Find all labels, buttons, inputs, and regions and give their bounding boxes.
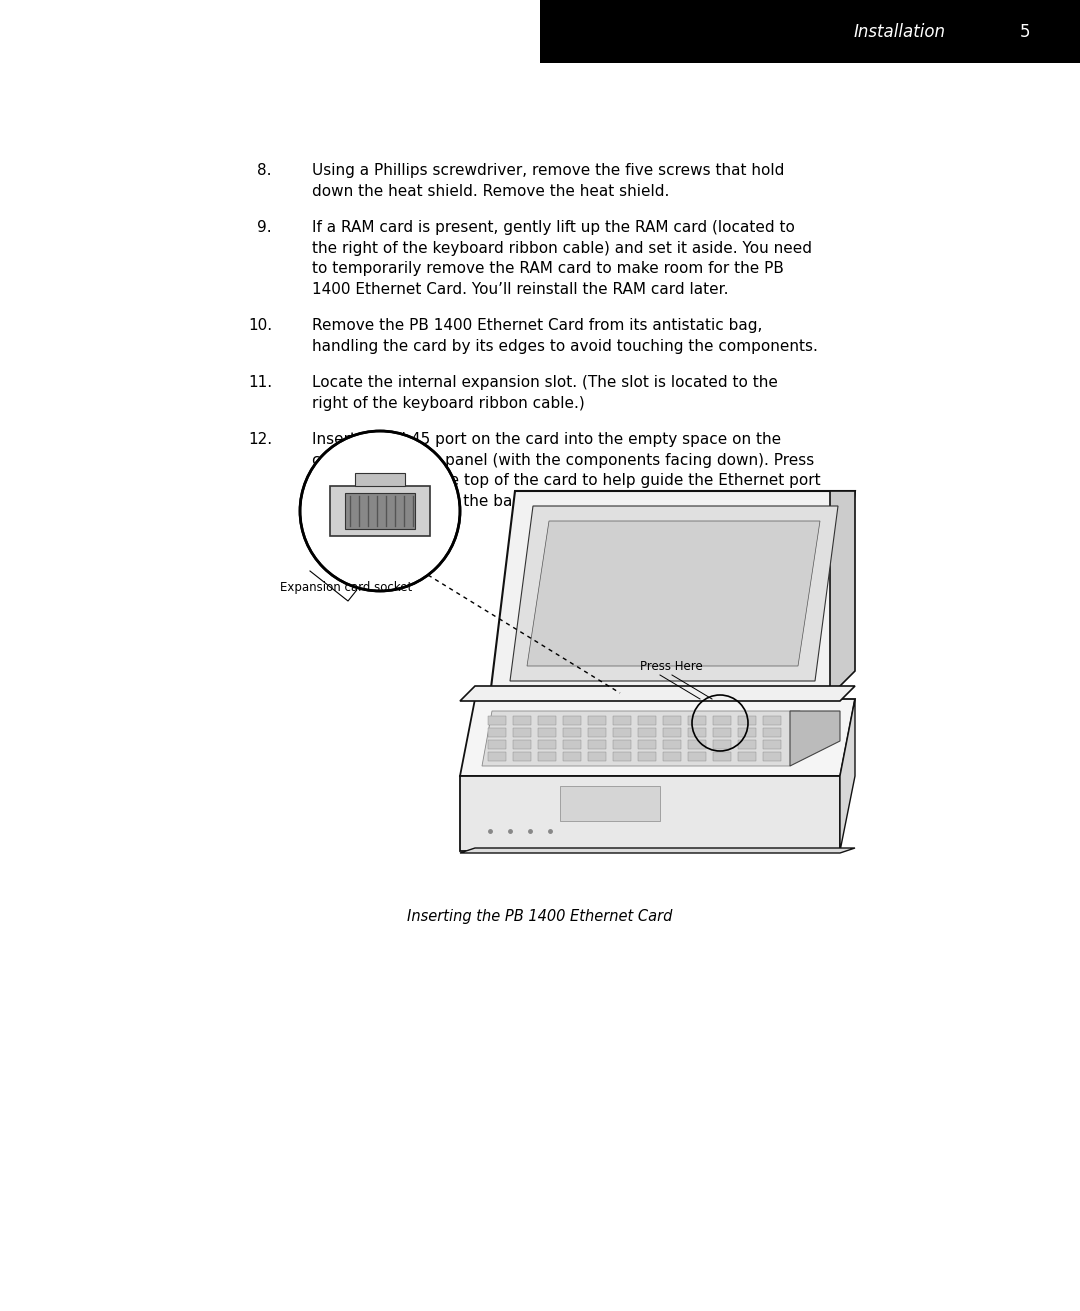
Text: 10.: 10. xyxy=(248,319,272,333)
Bar xyxy=(588,716,606,725)
Bar xyxy=(713,739,731,749)
Bar xyxy=(538,739,556,749)
Bar xyxy=(762,753,781,760)
Bar xyxy=(663,753,681,760)
Bar xyxy=(538,728,556,737)
Bar xyxy=(588,739,606,749)
Polygon shape xyxy=(330,486,430,536)
Text: through the hole in the back panel. Do not seat the PB 1400: through the hole in the back panel. Do n… xyxy=(312,493,773,509)
Text: computer’s back panel (with the components facing down). Press: computer’s back panel (with the componen… xyxy=(312,452,814,468)
Polygon shape xyxy=(831,492,855,696)
Text: Ethernet Card yet.: Ethernet Card yet. xyxy=(312,514,453,530)
Text: 12.: 12. xyxy=(248,433,272,447)
Bar xyxy=(713,728,731,737)
Bar xyxy=(538,716,556,725)
Text: Inserting the PB 1400 Ethernet Card: Inserting the PB 1400 Ethernet Card xyxy=(407,909,673,923)
Bar xyxy=(513,753,531,760)
Circle shape xyxy=(300,431,460,591)
Text: 11.: 11. xyxy=(248,375,272,389)
Bar xyxy=(762,728,781,737)
Text: 1400 Ethernet Card. You’ll reinstall the RAM card later.: 1400 Ethernet Card. You’ll reinstall the… xyxy=(312,282,729,296)
Polygon shape xyxy=(355,473,405,486)
Text: Press Here: Press Here xyxy=(640,659,703,673)
Bar xyxy=(762,716,781,725)
Bar xyxy=(713,753,731,760)
Bar xyxy=(613,753,631,760)
Text: handling the card by its edges to avoid touching the components.: handling the card by its edges to avoid … xyxy=(312,338,818,354)
Text: down the heat shield. Remove the heat shield.: down the heat shield. Remove the heat sh… xyxy=(312,184,670,198)
Text: Locate the internal expansion slot. (The slot is located to the: Locate the internal expansion slot. (The… xyxy=(312,375,778,389)
Bar xyxy=(663,716,681,725)
Polygon shape xyxy=(345,493,415,530)
Bar xyxy=(513,739,531,749)
Bar xyxy=(663,728,681,737)
Text: Remove the PB 1400 Ethernet Card from its antistatic bag,: Remove the PB 1400 Ethernet Card from it… xyxy=(312,319,762,333)
Text: If a RAM card is present, gently lift up the RAM card (located to: If a RAM card is present, gently lift up… xyxy=(312,220,795,235)
Bar xyxy=(588,728,606,737)
Text: Expansion card socket: Expansion card socket xyxy=(280,581,413,594)
Polygon shape xyxy=(482,711,800,766)
Bar xyxy=(488,753,507,760)
Bar xyxy=(561,787,660,821)
Bar xyxy=(563,739,581,749)
Polygon shape xyxy=(840,699,855,851)
Bar xyxy=(638,716,656,725)
Text: Using a Phillips screwdriver, remove the five screws that hold: Using a Phillips screwdriver, remove the… xyxy=(312,163,784,178)
Text: Insert the RJ-45 port on the card into the empty space on the: Insert the RJ-45 port on the card into t… xyxy=(312,433,781,447)
Text: down lightly on the top of the card to help guide the Ethernet port: down lightly on the top of the card to h… xyxy=(312,473,821,488)
Polygon shape xyxy=(490,492,855,696)
Bar xyxy=(738,728,756,737)
Bar xyxy=(563,716,581,725)
Bar xyxy=(663,739,681,749)
Text: to temporarily remove the RAM card to make room for the PB: to temporarily remove the RAM card to ma… xyxy=(312,261,784,277)
Bar xyxy=(738,716,756,725)
Bar xyxy=(762,739,781,749)
Bar xyxy=(488,739,507,749)
Bar xyxy=(538,753,556,760)
Bar xyxy=(613,739,631,749)
Polygon shape xyxy=(460,686,855,701)
Polygon shape xyxy=(460,699,855,776)
Bar xyxy=(513,728,531,737)
Bar xyxy=(688,739,706,749)
Bar xyxy=(613,716,631,725)
Polygon shape xyxy=(510,506,838,680)
Text: 8.: 8. xyxy=(257,163,272,178)
Text: right of the keyboard ribbon cable.): right of the keyboard ribbon cable.) xyxy=(312,396,584,410)
Bar xyxy=(738,753,756,760)
Polygon shape xyxy=(460,848,855,853)
Text: the right of the keyboard ribbon cable) and set it aside. You need: the right of the keyboard ribbon cable) … xyxy=(312,240,812,256)
Bar xyxy=(613,728,631,737)
Bar xyxy=(738,739,756,749)
Text: 9.: 9. xyxy=(257,220,272,235)
Polygon shape xyxy=(789,711,840,766)
Bar xyxy=(540,0,1080,63)
Bar xyxy=(563,753,581,760)
Bar xyxy=(638,739,656,749)
Bar xyxy=(713,716,731,725)
Bar xyxy=(488,728,507,737)
Bar xyxy=(638,753,656,760)
Bar xyxy=(638,728,656,737)
Bar xyxy=(688,728,706,737)
Bar xyxy=(688,716,706,725)
Polygon shape xyxy=(460,776,840,851)
Bar xyxy=(688,753,706,760)
Text: 5: 5 xyxy=(1020,24,1030,41)
Bar xyxy=(488,716,507,725)
Polygon shape xyxy=(527,520,820,666)
Text: Installation: Installation xyxy=(854,24,946,41)
Bar xyxy=(513,716,531,725)
Bar xyxy=(588,753,606,760)
Bar xyxy=(563,728,581,737)
